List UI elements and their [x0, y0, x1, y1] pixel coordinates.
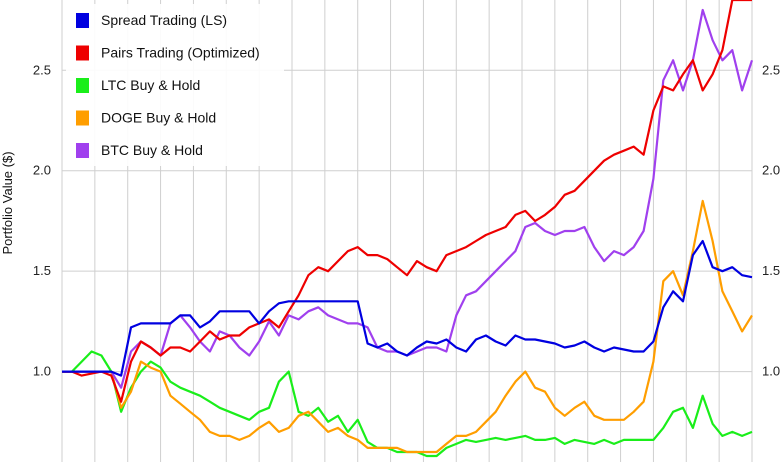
series-lines [62, 0, 754, 458]
y-axis-label: Portfolio Value ($) [0, 151, 15, 254]
series-line-pairs-trading-optimized [62, 0, 752, 403]
y-tick-label-left: 2.0 [33, 163, 51, 178]
legend-box [66, 4, 284, 166]
y-tick-label-left: 1.0 [33, 364, 51, 379]
y-ticks: 1.0 1.0 1.5 1.5 2.0 2.0 2.5 2.5 [33, 62, 780, 378]
y-tick-label-right: 1.5 [762, 263, 780, 278]
y-tick-label-right: 2.0 [762, 163, 780, 178]
legend-label: DOGE Buy & Hold [101, 110, 216, 126]
y-tick-label-left: 1.5 [33, 263, 51, 278]
legend-swatch [76, 110, 89, 126]
y-tick-label-right: 2.5 [762, 62, 780, 77]
series-line-doge-buy-hold [62, 199, 753, 454]
legend-label: BTC Buy & Hold [101, 142, 203, 158]
legend-label: Pairs Trading (Optimized) [101, 45, 260, 61]
legend-swatch [76, 45, 89, 61]
legend-swatch [76, 13, 89, 28]
series-line-spread-trading-ls [62, 239, 753, 377]
legend-swatch [76, 78, 89, 93]
legend-label: Spread Trading (LS) [101, 12, 227, 28]
legend-label: LTC Buy & Hold [101, 77, 200, 93]
y-tick-label-right: 1.0 [762, 364, 780, 379]
legend: Spread Trading (LS) Pairs Trading (Optimi… [66, 4, 284, 166]
y-tick-label-left: 2.5 [33, 62, 51, 77]
legend-swatch [76, 143, 89, 158]
